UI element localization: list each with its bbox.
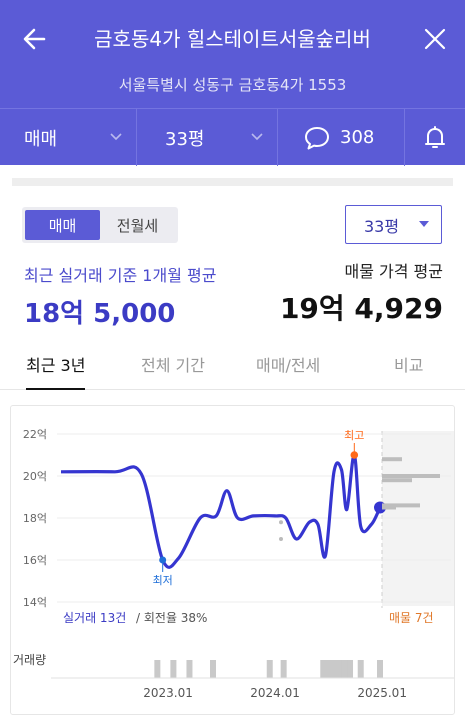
volume-bar	[210, 660, 217, 678]
tab-recent-3y[interactable]: 최근 3년	[26, 352, 86, 390]
bell-icon	[425, 125, 445, 148]
listing-bar	[382, 474, 440, 478]
dropdown-triangle-icon	[419, 221, 429, 227]
y-tick-label: 16억	[23, 554, 47, 567]
y-tick-label: 20억	[23, 470, 47, 483]
chevron-down-icon	[110, 133, 122, 141]
y-tick-label: 14억	[23, 596, 47, 609]
area-label: 33평	[165, 128, 205, 150]
low-point-marker	[159, 556, 167, 564]
listing-bar	[382, 478, 412, 483]
high-marker-label: 최고	[344, 429, 364, 442]
comments-button[interactable]: 308	[278, 109, 405, 166]
listing-bar	[382, 503, 420, 508]
listing-avg-price: 19억 4,929	[279, 292, 443, 325]
trade-type-label: 매매	[24, 128, 58, 150]
segment-sale[interactable]: 매매	[25, 210, 100, 240]
tab-all-period[interactable]: 전체 기간	[141, 356, 205, 375]
listing-bar	[382, 505, 396, 510]
chevron-down-icon	[251, 133, 263, 141]
transactions-count: 실거래 13건	[63, 611, 126, 625]
volume-bar	[154, 660, 161, 678]
volume-bar	[170, 660, 177, 678]
listings-count: 매물 7건	[389, 611, 434, 625]
volume-bar	[357, 660, 364, 678]
volume-bar	[186, 660, 193, 678]
recent-avg-label: 최근 실거래 기준 1개월 평균	[24, 266, 217, 285]
tab-sale-jeonse[interactable]: 매매/전세	[256, 356, 321, 375]
volume-bar	[336, 660, 343, 678]
filter-bar: 매매 33평 308	[0, 108, 465, 166]
listing-avg-label: 매물 가격 평균	[344, 262, 444, 281]
y-tick-label: 22억	[23, 428, 47, 441]
volume-bar	[320, 660, 327, 678]
price-line	[60, 453, 382, 569]
area-select[interactable]: 33평	[345, 205, 442, 244]
volume-bar	[280, 660, 287, 678]
close-icon[interactable]	[418, 22, 452, 56]
address-text: 서울특별시 성동구 금호동4가 1553	[118, 76, 347, 94]
x-tick-label: 2025.01	[357, 686, 407, 700]
volume-bar	[330, 660, 337, 678]
comment-count: 308	[340, 127, 375, 148]
volume-label: 거래량	[13, 653, 46, 667]
volume-bar	[325, 660, 332, 678]
app-header: 금호동4가 힐스테이트서울숲리버 서울특별시 성동구 금호동4가 1553 매매…	[0, 0, 465, 166]
trade-segment-control: 매매 전월세	[22, 207, 178, 243]
speech-bubble-icon	[305, 126, 329, 149]
x-tick-label: 2023.01	[143, 686, 193, 700]
scatter-point	[279, 537, 283, 541]
high-point-marker	[350, 451, 359, 459]
volume-bar	[341, 660, 348, 678]
area-select-value: 33평	[364, 216, 400, 236]
y-tick-label: 18억	[23, 512, 47, 525]
notification-button[interactable]	[405, 109, 465, 166]
back-arrow-icon[interactable]	[18, 22, 52, 56]
area-dropdown[interactable]: 33평	[137, 109, 278, 166]
listing-bar	[382, 457, 402, 462]
low-marker-label: 최저	[153, 574, 173, 587]
segment-rent[interactable]: 전월세	[116, 216, 159, 235]
volume-bar	[377, 660, 383, 678]
section-divider	[12, 178, 453, 186]
trade-type-dropdown[interactable]: 매매	[0, 109, 137, 166]
page-title: 금호동4가 힐스테이트서울숲리버	[94, 27, 371, 51]
volume-bar	[266, 660, 273, 678]
tab-compare[interactable]: 비교	[394, 356, 424, 375]
turnover-rate: / 회전율 38%	[136, 611, 207, 625]
recent-avg-price: 18억 5,000	[24, 299, 176, 329]
period-tabs: 최근 3년 전체 기간 매매/전세 비교	[0, 340, 465, 390]
volume-bar	[347, 660, 354, 678]
scatter-point	[279, 520, 283, 525]
x-tick-label: 2024.01	[250, 686, 300, 700]
